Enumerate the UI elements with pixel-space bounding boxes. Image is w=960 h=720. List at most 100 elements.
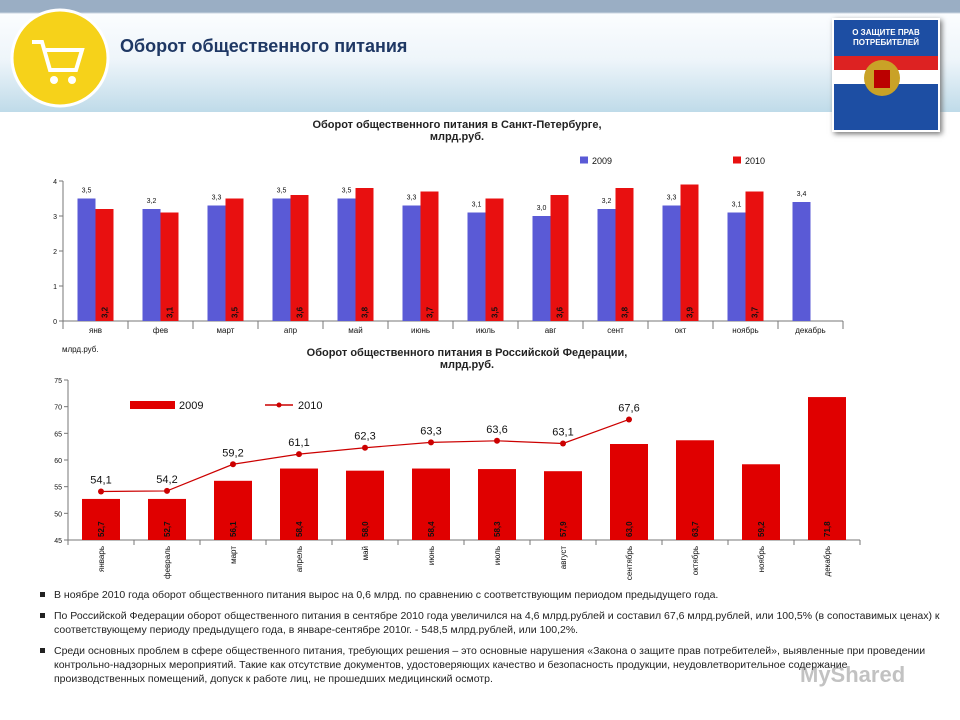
value-label: 3,1 — [472, 202, 482, 209]
bar — [77, 198, 96, 321]
value-label: 3,2 — [101, 306, 110, 318]
watermark: MyShared — [800, 662, 906, 687]
bar — [355, 188, 374, 321]
line-point — [164, 487, 170, 494]
value-label: 3,9 — [686, 306, 695, 318]
value-label: 3,5 — [277, 188, 287, 195]
y-tick-label: 0 — [53, 319, 57, 326]
value-label: 59,2 — [222, 447, 243, 459]
y-tick-label: 50 — [54, 511, 62, 518]
bar — [272, 198, 291, 321]
value-label: 63,1 — [552, 426, 573, 438]
value-label: 3,2 — [147, 198, 157, 205]
bar — [742, 464, 780, 540]
value-label: 63,7 — [691, 521, 700, 537]
value-label: 3,3 — [407, 195, 417, 202]
value-label: 52,7 — [163, 521, 172, 537]
bar — [792, 202, 811, 321]
value-label: 61,1 — [288, 437, 309, 449]
value-label: 3,3 — [212, 195, 222, 202]
bar — [662, 205, 681, 321]
line-point — [98, 488, 104, 495]
y-tick-label: 1 — [53, 284, 57, 291]
bar — [207, 205, 226, 321]
bar — [544, 471, 582, 540]
bar — [727, 212, 746, 321]
value-label: 3,1 — [166, 306, 175, 318]
y-tick-label: 3 — [53, 214, 57, 221]
x-tick-label: сент — [607, 326, 624, 335]
book-emblem — [834, 56, 938, 96]
bar — [745, 191, 764, 321]
header: Оборот общественного питания О ЗАЩИТЕ ПР… — [0, 0, 960, 132]
x-tick-label: июль — [493, 546, 502, 565]
bar — [597, 209, 616, 321]
legend-swatch — [276, 402, 282, 408]
value-label: 62,3 — [354, 431, 375, 443]
value-label: 3,3 — [667, 195, 677, 202]
x-tick-label: декабрь — [795, 326, 825, 335]
value-label: 3,7 — [751, 306, 760, 318]
y-tick-label: 2 — [53, 249, 57, 256]
legend-label: 2010 — [745, 156, 765, 166]
line-point — [230, 461, 236, 468]
value-label: 3,5 — [342, 188, 352, 195]
legend-swatch — [733, 156, 741, 164]
bullet: В ноябре 2010 года оборот общественного … — [40, 588, 940, 602]
bar — [142, 209, 161, 321]
y-axis-label: млрд.руб. — [62, 345, 99, 354]
bullet: По Российской Федерации оборот обществен… — [40, 609, 940, 637]
value-label: 3,7 — [426, 306, 435, 318]
legend-swatch — [130, 401, 175, 409]
line-point — [428, 439, 434, 446]
value-label: 67,6 — [618, 402, 639, 414]
value-label: 58,0 — [361, 521, 370, 537]
value-label: 3,8 — [621, 306, 630, 318]
bar — [550, 195, 569, 321]
y-tick-label: 60 — [54, 458, 62, 465]
bar — [280, 468, 318, 540]
value-label: 54,1 — [90, 474, 111, 486]
bar — [680, 184, 699, 321]
book-cover: О ЗАЩИТЕ ПРАВ ПОТРЕБИТЕЛЕЙ — [832, 18, 940, 132]
cart-icon — [10, 8, 110, 108]
value-label: 3,8 — [361, 306, 370, 318]
legend-label: 2010 — [298, 400, 322, 412]
x-tick-label: апрель — [295, 546, 304, 572]
bar — [225, 198, 244, 321]
line-point — [626, 416, 632, 423]
value-label: 58,4 — [295, 521, 304, 537]
bar — [676, 440, 714, 540]
x-tick-label: июнь — [427, 546, 436, 565]
bullets: В ноябре 2010 года оборот общественного … — [40, 588, 940, 693]
y-tick-label: 4 — [53, 179, 57, 186]
line-point — [362, 444, 368, 451]
x-tick-label: фев — [153, 326, 168, 335]
x-tick-label: февраль — [163, 546, 172, 579]
bar — [290, 195, 309, 321]
bar — [478, 469, 516, 540]
value-label: 58,3 — [493, 521, 502, 537]
x-tick-label: май — [348, 326, 362, 335]
bar — [420, 191, 439, 321]
bar — [214, 480, 252, 540]
x-tick-label: август — [559, 546, 568, 570]
bar — [610, 444, 648, 540]
legend-swatch — [580, 156, 588, 164]
legend-label: 2009 — [179, 400, 203, 412]
bar — [160, 212, 179, 321]
value-label: 3,6 — [296, 306, 305, 318]
charts: млрд.руб. 0 1 2 3 4 янв фев март апр май июнь июль а… — [53, 156, 861, 580]
value-label: 56,1 — [229, 521, 238, 537]
line-point — [494, 437, 500, 444]
bar — [467, 212, 486, 321]
x-tick-label: окт — [675, 326, 687, 335]
value-label: 3,2 — [602, 198, 612, 205]
value-label: 63,3 — [420, 425, 441, 437]
x-tick-label: март — [217, 326, 235, 335]
line-point — [560, 440, 566, 447]
bullet: Среди основных проблем в сфере обществен… — [40, 644, 940, 686]
value-label: 3,5 — [231, 306, 240, 318]
x-tick-label: янв — [89, 326, 102, 335]
